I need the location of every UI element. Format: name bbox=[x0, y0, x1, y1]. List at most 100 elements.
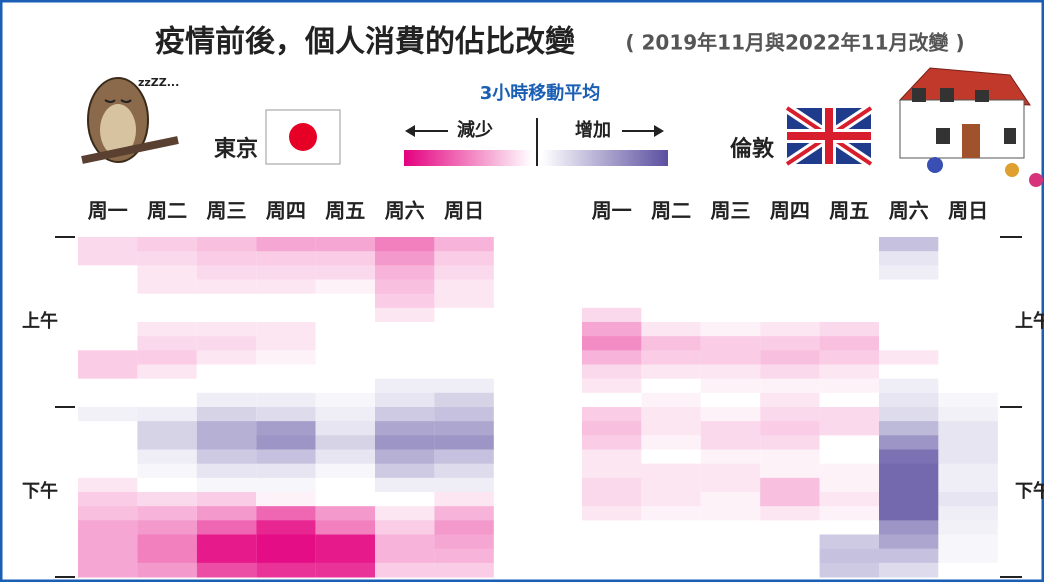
heat-cell bbox=[879, 237, 939, 252]
heat-cell bbox=[700, 322, 761, 337]
heat-cell bbox=[938, 492, 998, 507]
heat-cell bbox=[641, 534, 701, 550]
legend-gradient-decrease bbox=[404, 150, 532, 166]
panel-title: 倫敦 bbox=[730, 136, 775, 162]
heat-cell bbox=[938, 322, 998, 337]
heat-cell bbox=[938, 421, 998, 436]
heat-cell bbox=[78, 265, 138, 280]
heat-cell bbox=[760, 477, 820, 493]
heat-cell bbox=[196, 251, 257, 266]
heat-cell bbox=[137, 520, 197, 535]
heat-cell bbox=[700, 364, 761, 380]
heat-cell bbox=[879, 392, 939, 408]
heat-cell bbox=[78, 279, 138, 295]
heat-cell bbox=[196, 477, 257, 493]
heat-cell bbox=[375, 364, 435, 380]
heat-cell bbox=[78, 548, 138, 564]
heat-cell bbox=[315, 336, 375, 351]
heat-cell bbox=[196, 378, 257, 394]
heat-cell bbox=[938, 265, 998, 280]
heat-cell bbox=[256, 322, 316, 337]
heat-cell bbox=[760, 449, 820, 465]
heat-cell bbox=[879, 307, 939, 323]
heat-cell bbox=[879, 548, 939, 564]
heat-cell bbox=[819, 279, 879, 295]
heat-cell bbox=[938, 463, 998, 479]
heat-cell bbox=[879, 293, 939, 309]
heat-cell bbox=[434, 307, 494, 323]
heat-cell bbox=[819, 336, 879, 351]
heat-cell bbox=[375, 293, 435, 309]
heat-cell bbox=[700, 562, 761, 578]
heat-cell bbox=[582, 279, 642, 295]
heat-cell bbox=[137, 477, 197, 493]
legend-increase: 增加 bbox=[575, 119, 611, 141]
heat-cell bbox=[879, 463, 939, 479]
heat-cell bbox=[700, 492, 761, 507]
heat-cell bbox=[700, 378, 761, 394]
heat-cell bbox=[137, 392, 197, 408]
heat-cell bbox=[375, 548, 435, 564]
heat-cell bbox=[582, 251, 642, 266]
heat-cell bbox=[819, 251, 879, 266]
heat-cell bbox=[938, 449, 998, 465]
heat-cell bbox=[78, 307, 138, 323]
heat-cell bbox=[78, 506, 138, 521]
heat-cell bbox=[434, 350, 494, 365]
heat-cell bbox=[582, 392, 642, 408]
heat-cell bbox=[879, 378, 939, 394]
heat-cell bbox=[819, 364, 879, 380]
heat-cell bbox=[582, 506, 642, 521]
heat-cell bbox=[78, 421, 138, 436]
day-label: 周一 bbox=[88, 199, 128, 223]
heat-cell bbox=[582, 336, 642, 351]
heat-cell bbox=[375, 421, 435, 436]
heat-cell bbox=[78, 322, 138, 337]
heat-cell bbox=[196, 562, 257, 578]
heat-cell bbox=[819, 506, 879, 521]
heat-cell bbox=[375, 534, 435, 550]
heat-cell bbox=[375, 251, 435, 266]
heat-cell bbox=[641, 336, 701, 351]
heat-cell bbox=[434, 548, 494, 564]
heat-cell bbox=[582, 265, 642, 280]
heat-cell bbox=[879, 506, 939, 521]
heat-cell bbox=[819, 392, 879, 408]
heat-cell bbox=[137, 364, 197, 380]
heat-cell bbox=[196, 548, 257, 564]
heat-cell bbox=[938, 350, 998, 365]
heat-cell bbox=[196, 322, 257, 337]
heat-cell bbox=[315, 534, 375, 550]
heat-cell bbox=[700, 392, 761, 408]
heat-cell bbox=[315, 449, 375, 465]
heat-cell bbox=[434, 435, 494, 450]
heat-cell bbox=[938, 548, 998, 564]
heat-cell bbox=[760, 421, 820, 436]
heat-cell bbox=[819, 378, 879, 394]
heat-cell bbox=[137, 506, 197, 521]
heat-cell bbox=[315, 506, 375, 521]
heat-cell bbox=[137, 378, 197, 394]
heat-cell bbox=[78, 293, 138, 309]
heat-cell bbox=[196, 534, 257, 550]
heat-cell bbox=[819, 237, 879, 252]
legend-gradient-increase bbox=[542, 150, 668, 166]
heat-cell bbox=[78, 392, 138, 408]
heat-cell bbox=[879, 251, 939, 266]
heat-cell bbox=[700, 407, 761, 422]
heat-cell bbox=[938, 562, 998, 578]
heat-cell bbox=[196, 520, 257, 535]
heat-cell bbox=[375, 477, 435, 493]
heat-cell bbox=[315, 407, 375, 422]
house-illustration bbox=[898, 67, 1043, 187]
heat-cell bbox=[375, 520, 435, 535]
heat-cell bbox=[315, 279, 375, 295]
heat-cell bbox=[137, 463, 197, 479]
heat-cell bbox=[196, 449, 257, 465]
heat-cell bbox=[256, 534, 316, 550]
heat-cell bbox=[760, 463, 820, 479]
heat-cell bbox=[196, 435, 257, 450]
heat-cell bbox=[137, 435, 197, 450]
heat-cell bbox=[256, 449, 316, 465]
heat-cell bbox=[256, 293, 316, 309]
